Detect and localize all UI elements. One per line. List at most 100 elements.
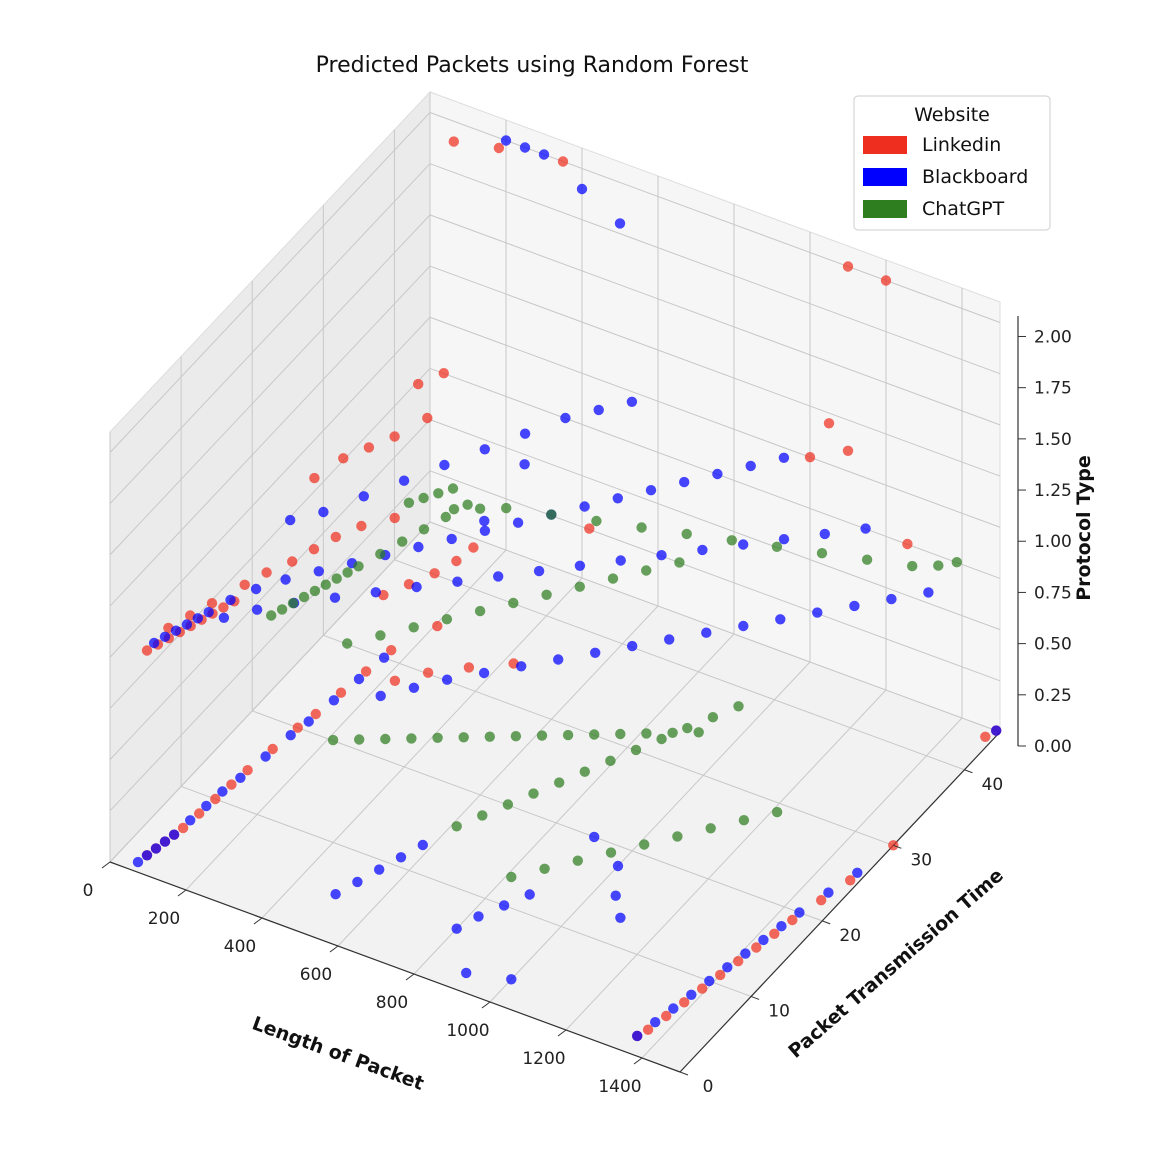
data-point-blackboard xyxy=(413,541,424,553)
z-tick-label: 0.25 xyxy=(1034,686,1072,706)
y-tick-label: 10 xyxy=(768,1001,790,1021)
data-point-chatgpt xyxy=(448,504,460,515)
data-point-chatgpt xyxy=(433,488,444,499)
data-point-blackboard xyxy=(441,674,453,685)
z-tick-label: 0.00 xyxy=(1034,737,1072,757)
data-point-chatgpt xyxy=(327,734,339,746)
x-axis-line xyxy=(109,861,681,1073)
data-point-blackboard xyxy=(533,565,545,577)
data-point-blackboard xyxy=(358,491,369,502)
data-point-chatgpt xyxy=(693,727,704,738)
data-point-chatgpt xyxy=(816,548,828,559)
data-point-linkedin xyxy=(751,942,762,953)
legend-label-blackboard: Blackboard xyxy=(922,166,1028,188)
data-point-blackboard xyxy=(313,566,324,577)
data-point-blackboard xyxy=(260,751,271,762)
grid-line xyxy=(323,634,894,846)
data-point-chatgpt xyxy=(630,744,642,756)
data-point-linkedin xyxy=(463,662,475,673)
chart-title: Predicted Packets using Random Forest xyxy=(316,53,749,78)
data-point-linkedin xyxy=(287,556,298,567)
data-point-linkedin xyxy=(261,567,272,578)
data-point-blackboard xyxy=(479,515,490,527)
data-point-linkedin xyxy=(218,602,229,613)
data-point-linkedin xyxy=(679,997,690,1008)
data-point-linkedin xyxy=(438,368,449,379)
x-tick-label: 400 xyxy=(224,937,256,957)
legend-swatch-linkedin xyxy=(863,136,907,154)
x-tick-mark xyxy=(101,861,111,869)
data-point-blackboard xyxy=(132,856,144,868)
data-point-linkedin xyxy=(141,645,153,656)
data-point-linkedin xyxy=(557,156,569,167)
data-point-chatgpt xyxy=(502,799,514,810)
data-point-chatgpt xyxy=(605,755,616,766)
y-tick-label: 20 xyxy=(839,926,861,946)
y-tick-label: 40 xyxy=(982,775,1004,795)
data-point-blackboard xyxy=(615,912,626,923)
z-tick-label: 2.00 xyxy=(1034,328,1072,348)
data-point-blackboard xyxy=(408,682,420,693)
z-tick-label: 1.25 xyxy=(1034,481,1072,501)
data-point-blackboard xyxy=(664,634,675,645)
data-point-blackboard xyxy=(991,725,1002,736)
data-point-linkedin xyxy=(194,808,205,819)
data-point-blackboard xyxy=(519,142,531,153)
data-point-linkedin xyxy=(769,928,780,939)
data-point-blackboard xyxy=(374,864,385,875)
data-point-blackboard xyxy=(250,583,262,595)
data-point-chatgpt xyxy=(536,730,548,741)
data-point-linkedin xyxy=(429,568,440,579)
grid-line xyxy=(109,163,431,505)
data-point-blackboard xyxy=(159,631,171,642)
legend-swatch-blackboard xyxy=(863,168,907,186)
data-point-blackboard xyxy=(701,627,712,638)
data-point-chatgpt xyxy=(615,728,626,740)
data-point-blackboard xyxy=(452,576,463,587)
data-point-blackboard xyxy=(740,948,751,959)
data-point-blackboard xyxy=(778,452,790,463)
data-point-linkedin xyxy=(413,378,424,390)
data-point-chatgpt xyxy=(331,573,342,584)
data-point-chatgpt xyxy=(484,731,495,742)
data-point-chatgpt xyxy=(462,499,473,510)
data-point-linkedin xyxy=(697,983,708,994)
data-point-linkedin xyxy=(451,555,462,567)
data-point-blackboard xyxy=(506,974,517,985)
data-point-chatgpt xyxy=(474,605,486,617)
data-point-linkedin xyxy=(842,261,854,272)
data-point-linkedin xyxy=(845,875,856,886)
data-point-chatgpt xyxy=(375,630,386,641)
data-point-linkedin xyxy=(733,956,744,967)
data-point-blackboard xyxy=(668,1003,679,1014)
data-point-chatgpt xyxy=(738,815,750,826)
z-axis-label: Protocol Type xyxy=(1073,455,1095,601)
data-point-blackboard xyxy=(498,900,510,911)
data-point-chatgpt xyxy=(266,610,277,621)
legend-frame xyxy=(853,95,1051,231)
data-point-linkedin xyxy=(242,765,253,776)
legend-swatch-chatgpt xyxy=(863,200,907,218)
data-point-blackboard xyxy=(461,967,472,979)
data-point-blackboard xyxy=(251,604,263,615)
data-point-linkedin xyxy=(210,793,221,805)
data-point-blackboard xyxy=(645,485,657,496)
data-point-linkedin xyxy=(389,512,400,524)
data-point-chatgpt xyxy=(605,847,617,858)
data-point-chatgpt xyxy=(554,777,565,788)
x-tick-label: 0 xyxy=(83,881,94,901)
data-point-blackboard xyxy=(758,934,769,946)
grid-line xyxy=(261,577,583,919)
data-point-chatgpt xyxy=(440,511,451,523)
x-tick-label: 600 xyxy=(300,965,332,985)
data-point-blackboard xyxy=(439,459,450,471)
data-point-blackboard xyxy=(148,637,160,649)
data-point-blackboard xyxy=(614,218,626,229)
data-point-blackboard xyxy=(593,404,604,416)
data-point-blackboard xyxy=(776,921,787,932)
data-point-chatgpt xyxy=(572,855,583,866)
data-point-blackboard xyxy=(627,640,638,652)
data-point-linkedin xyxy=(842,445,854,456)
data-point-chatgpt xyxy=(682,722,693,734)
data-point-blackboard xyxy=(738,620,749,632)
